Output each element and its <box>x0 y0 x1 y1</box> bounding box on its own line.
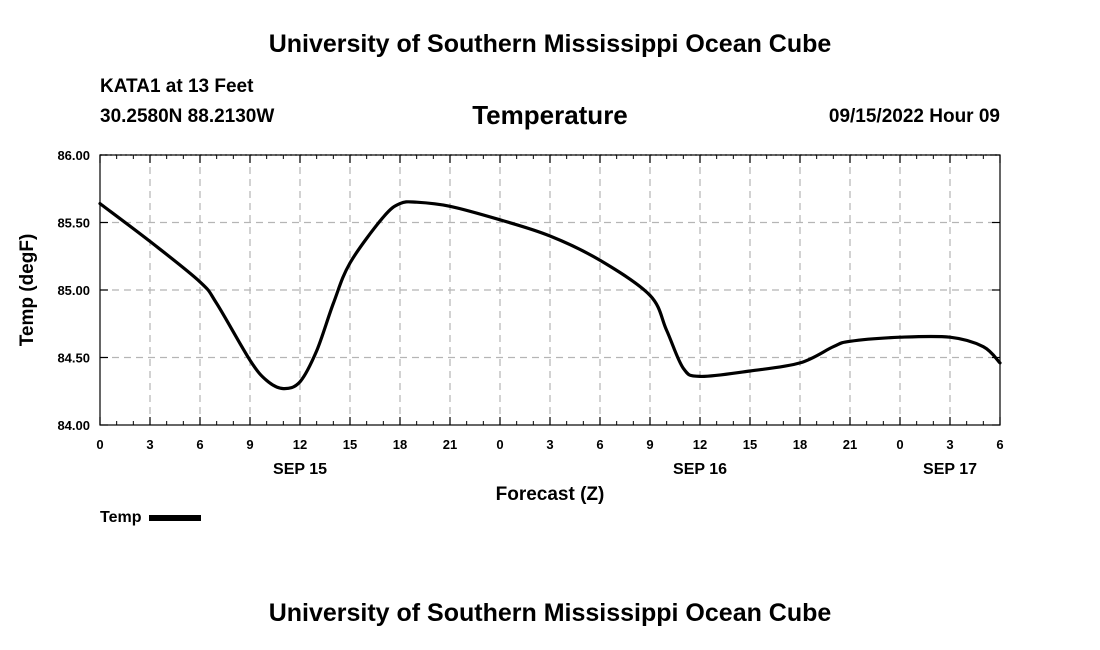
x-tick-label: 3 <box>546 437 553 452</box>
page-title: University of Southern Mississippi Ocean… <box>268 30 832 58</box>
x-tick-label: 3 <box>146 437 153 452</box>
axis-ticks <box>99 154 1001 426</box>
x-tick-label: 21 <box>443 437 457 452</box>
x-tick-label: 3 <box>946 437 953 452</box>
x-tick-label: 15 <box>343 437 357 452</box>
x-tick-label: 15 <box>743 437 757 452</box>
x-tick-label: 9 <box>246 437 253 452</box>
date-labels: SEP 15 SEP 16 SEP 17 <box>273 461 977 478</box>
x-tick-label: 12 <box>693 437 707 452</box>
forecast-issue-time: 09/15/2022 Hour 09 <box>828 106 1000 127</box>
x-tick-label: 0 <box>496 437 503 452</box>
station-coordinates: 30.2580N 88.2130W <box>100 106 275 127</box>
x-tick-labels: 0 3 6 9 12 15 18 21 0 3 6 9 12 15 18 21 0 3 6 <box>96 437 1003 452</box>
y-tick-labels: 84.00 84.50 85.00 85.50 86.00 <box>57 148 90 433</box>
y-tick-label: 84.00 <box>57 418 90 433</box>
temp-series-line <box>98 200 1002 391</box>
legend: Temp <box>100 509 202 527</box>
chart-grid <box>100 155 1000 425</box>
y-tick-label: 85.50 <box>57 216 90 231</box>
footer-title: University of Southern Mississippi Ocean… <box>268 599 832 627</box>
x-tick-label: 18 <box>393 437 407 452</box>
x-tick-label: 12 <box>293 437 307 452</box>
x-axis-title: Forecast (Z) <box>496 484 605 505</box>
y-tick-label: 84.50 <box>57 351 90 366</box>
y-tick-label: 86.00 <box>57 148 90 163</box>
x-tick-label: 0 <box>96 437 103 452</box>
x-tick-label: 18 <box>793 437 807 452</box>
x-tick-label: 21 <box>843 437 857 452</box>
date-label: SEP 15 <box>273 461 327 478</box>
y-tick-label: 85.00 <box>57 283 90 298</box>
x-tick-label: 6 <box>196 437 203 452</box>
date-label: SEP 17 <box>923 461 977 478</box>
date-label: SEP 16 <box>673 461 727 478</box>
chart-title: Temperature <box>472 100 628 130</box>
x-tick-label: 0 <box>896 437 903 452</box>
legend-swatch-temp <box>149 515 202 521</box>
y-axis-title: Temp (degF) <box>17 234 38 347</box>
legend-label-temp: Temp <box>100 509 142 526</box>
station-name: KATA1 at 13 Feet <box>100 76 254 97</box>
x-tick-label: 9 <box>646 437 653 452</box>
x-tick-label: 6 <box>596 437 603 452</box>
x-tick-label: 6 <box>996 437 1003 452</box>
